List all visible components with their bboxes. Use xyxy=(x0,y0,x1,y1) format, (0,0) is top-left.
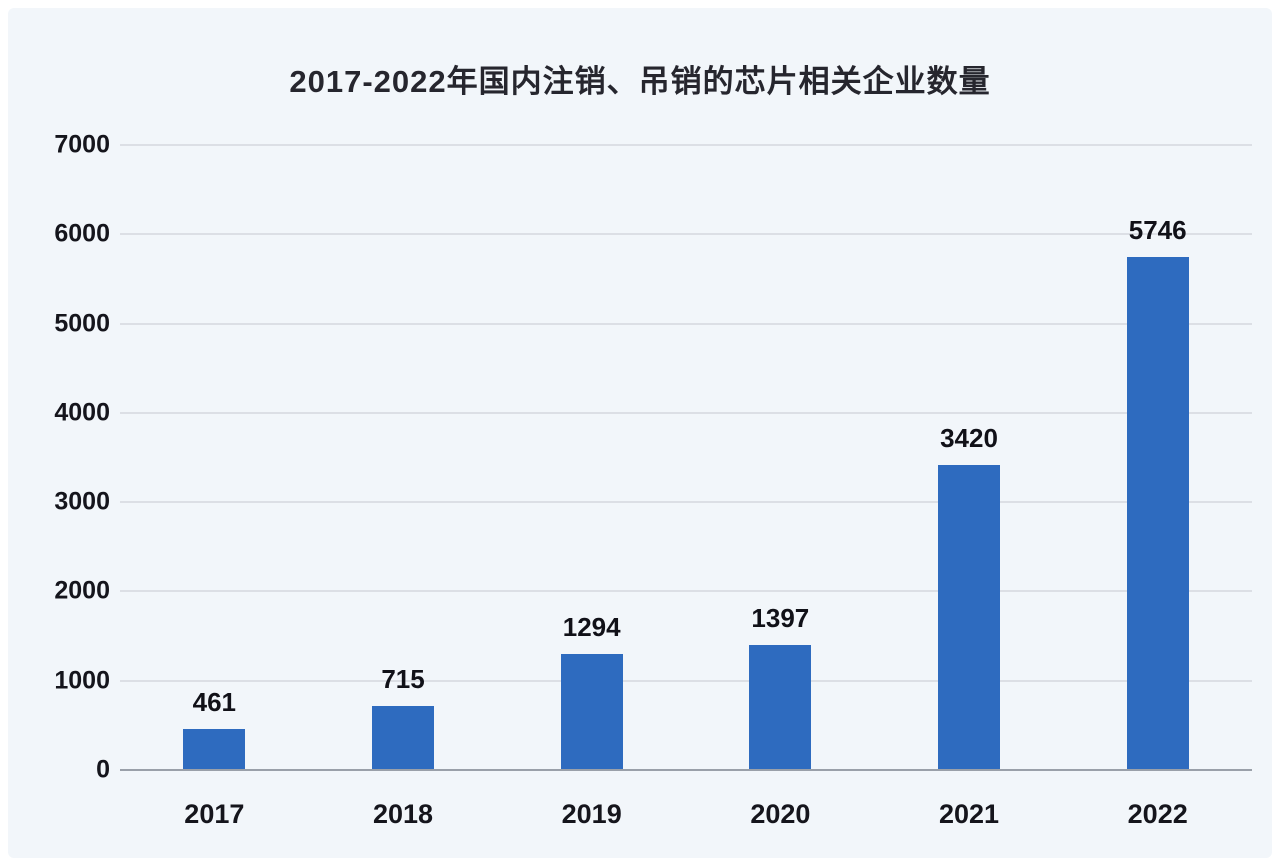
bar-2017[interactable] xyxy=(183,728,246,770)
bar-group-2020: 1397 xyxy=(686,145,875,770)
x-tick-label: 2019 xyxy=(561,799,622,829)
y-tick-label: 3000 xyxy=(54,487,110,516)
gridline xyxy=(120,144,1252,146)
bar-2018[interactable] xyxy=(372,706,434,770)
bar-value-label: 3420 xyxy=(940,422,998,453)
x-tick-label: 2017 xyxy=(184,799,245,829)
bar-2020[interactable] xyxy=(749,645,812,770)
gridline xyxy=(120,322,1252,325)
x-axis-baseline xyxy=(120,769,1252,771)
bar-group-2017: 461 xyxy=(120,145,309,770)
gridline xyxy=(120,233,1252,236)
bar-value-label: 461 xyxy=(192,686,237,717)
x-tick-label: 2022 xyxy=(1127,799,1188,829)
x-tick-label: 2021 xyxy=(938,799,1000,829)
bar-group-2022: 5746 xyxy=(1063,145,1252,770)
x-tick-label: 2020 xyxy=(750,799,811,829)
bar-group-2018: 715 xyxy=(309,145,498,770)
bar-group-2019: 1294 xyxy=(497,145,686,770)
y-tick-label: 7000 xyxy=(54,130,110,159)
bar-value-label: 1397 xyxy=(751,603,810,634)
bars-container: 461 715 1294 1397 3420 5746 xyxy=(120,145,1252,770)
y-tick-label: 0 xyxy=(96,755,110,784)
y-tick-label: 6000 xyxy=(54,219,110,248)
chart-canvas: 2017-2022年国内注销、吊销的芯片相关企业数量 0 1000 2000 3000… xyxy=(8,8,1272,858)
y-axis: 0 1000 2000 3000 4000 5000 6000 7000 xyxy=(20,132,110,782)
x-axis: 2017 2018 2019 2020 2021 2022 xyxy=(120,796,1252,832)
gridline xyxy=(120,590,1252,593)
gridline xyxy=(120,679,1252,682)
bar-value-label: 1294 xyxy=(562,612,621,643)
y-tick-label: 5000 xyxy=(54,309,110,338)
gridline xyxy=(120,501,1252,504)
plot-area: 461 715 1294 1397 3420 5746 xyxy=(120,144,1252,771)
bar-value-label: 715 xyxy=(381,664,425,695)
bar-2019[interactable] xyxy=(560,654,623,770)
bar-value-label: 5746 xyxy=(1128,214,1187,245)
bar-2022[interactable] xyxy=(1126,256,1189,770)
x-tick-label: 2018 xyxy=(372,799,434,829)
y-tick-label: 1000 xyxy=(54,666,110,695)
chart-title: 2017-2022年国内注销、吊销的芯片相关企业数量 xyxy=(289,64,991,99)
bar-2021[interactable] xyxy=(938,464,1001,770)
y-tick-label: 2000 xyxy=(54,576,110,605)
gridline xyxy=(120,411,1252,414)
y-tick-label: 4000 xyxy=(54,398,110,427)
bar-group-2021: 3420 xyxy=(875,145,1064,770)
